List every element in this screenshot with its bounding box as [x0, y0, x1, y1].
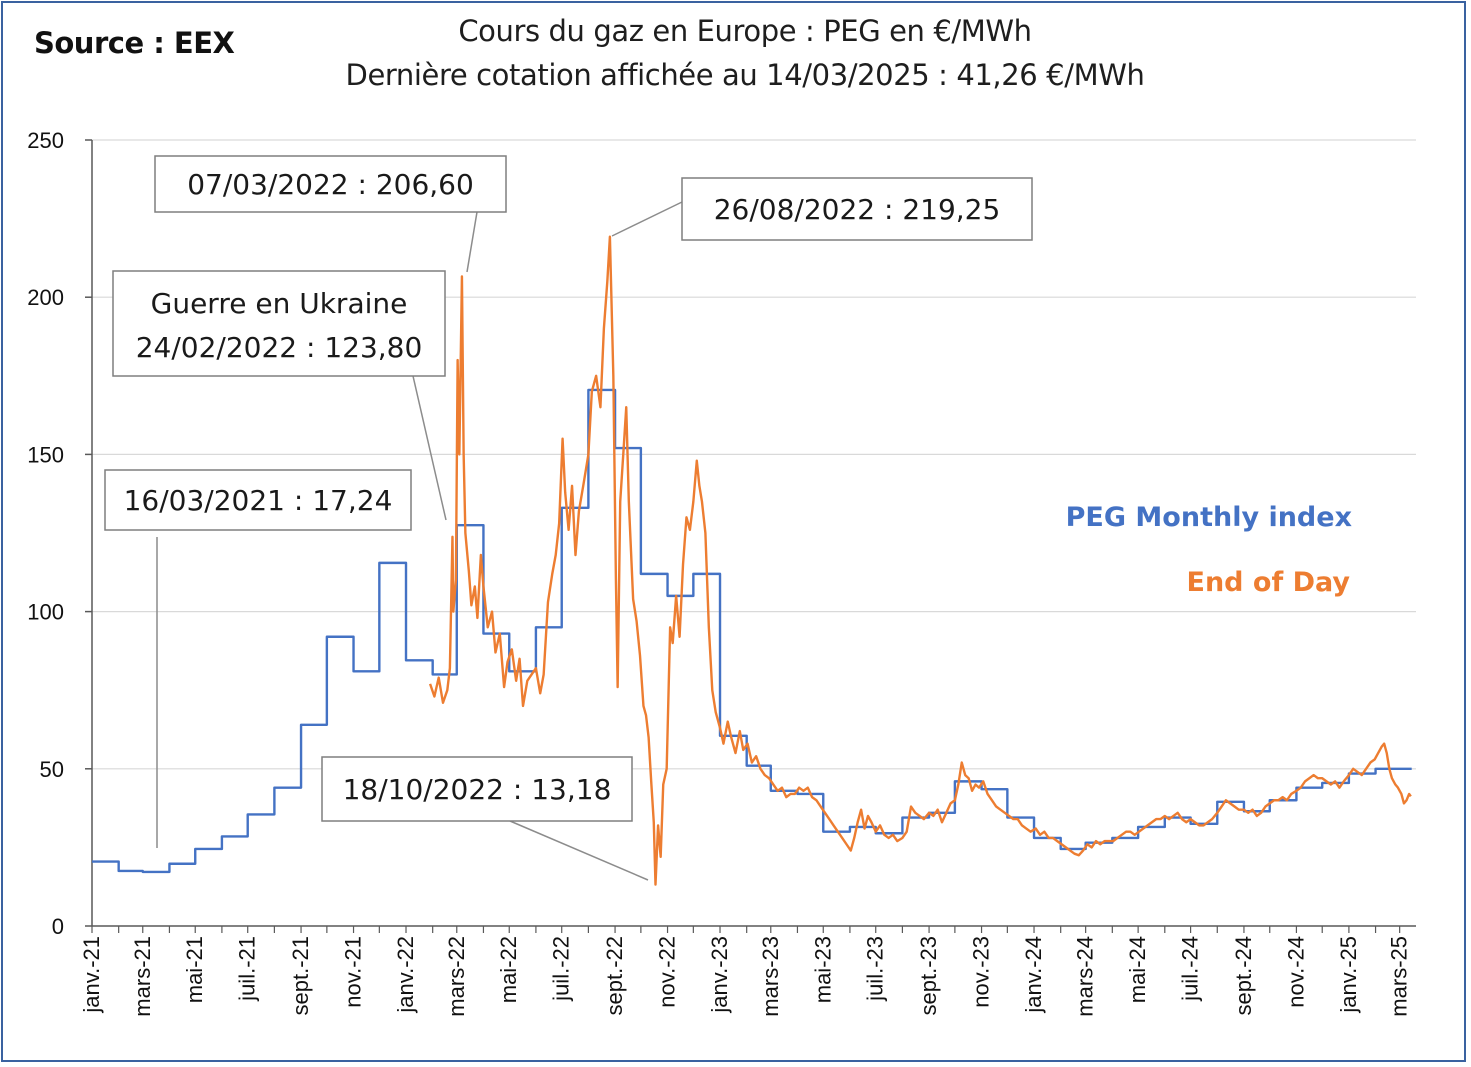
x-axis-ticks: janv.-21 mars-21 mai-21 juil.-21 sept.-21 nov… [79, 936, 1412, 1017]
annotation-label: 07/03/2022 : 206,60 [187, 168, 474, 201]
series-peg-monthly-index [92, 388, 1412, 874]
annotation-label: 24/02/2022 : 123,80 [136, 331, 423, 364]
y-tick-label: 0 [52, 914, 64, 939]
x-tick-label: mai-22 [496, 936, 521, 1003]
annotation-box [681, 177, 1033, 241]
x-tick-label: mai-21 [182, 936, 207, 1003]
x-tick-label: sept.-21 [288, 936, 313, 1016]
x-tick-label: sept.-24 [1231, 936, 1256, 1016]
x-tick-label: nov.-21 [341, 936, 366, 1008]
x-tick-label: sept.-22 [602, 936, 627, 1016]
y-tick-label: 200 [27, 285, 64, 310]
annotation-label: 18/10/2022 : 13,18 [343, 773, 612, 806]
x-tick-label: mai-24 [1125, 936, 1150, 1003]
x-tick-label: mars-22 [444, 936, 469, 1017]
x-tick-label: janv.-23 [707, 936, 732, 1014]
x-tick-label: mars-24 [1073, 936, 1098, 1017]
x-tick-label: nov.-24 [1283, 936, 1308, 1008]
x-tick-label: nov.-22 [655, 936, 680, 1008]
x-tick-label: juil.-21 [235, 936, 260, 1002]
annotation-leader-line [412, 375, 447, 521]
source-label: Source : EEX [34, 26, 235, 60]
x-tick-label: janv.-21 [79, 936, 104, 1014]
series-lines [92, 235, 1412, 886]
legend-peg-monthly-index: PEG Monthly index [1066, 502, 1352, 533]
series-end-of-day [428, 235, 1412, 886]
annotation-box [321, 756, 633, 822]
x-tick-label: janv.-24 [1021, 936, 1046, 1014]
annotation-label: 16/03/2021 : 17,24 [124, 484, 393, 517]
x-tick-label: nov.-23 [969, 936, 994, 1008]
y-tick-label: 100 [27, 600, 64, 625]
annotation-box [154, 155, 507, 213]
y-tick-label: 250 [27, 128, 64, 153]
annotation-box [112, 270, 446, 377]
x-tick-label: sept.-23 [916, 936, 941, 1016]
chart-title: Cours du gaz en Europe : PEG en €/MWh [458, 14, 1032, 48]
annotation-leader-line [509, 820, 649, 881]
y-axis-ticks: 0 50 100 150 200 250 [27, 128, 64, 939]
x-tick-label: mars-21 [130, 936, 155, 1017]
legend-end-of-day: End of Day [1187, 567, 1351, 598]
x-tick-label: juil.-24 [1178, 936, 1203, 1002]
x-tick-label: janv.-22 [393, 936, 418, 1014]
chart-subtitle: Dernière cotation affichée au 14/03/2025… [345, 58, 1145, 92]
x-tick-label: mai-23 [810, 936, 835, 1003]
annotations: 16/03/2021 : 17,24 Guerre en Ukraine 24/02… [104, 155, 1033, 881]
legend: PEG Monthly index End of Day [1066, 502, 1352, 598]
y-tick-label: 150 [27, 442, 64, 467]
y-tick-label: 50 [40, 757, 64, 782]
x-tick-label: juil.-22 [549, 936, 574, 1002]
x-tick-label: juil.-23 [863, 936, 888, 1002]
annotation-label: 26/08/2022 : 219,25 [714, 193, 1001, 226]
annotation-box [104, 469, 412, 531]
axes [85, 139, 1416, 933]
x-tick-label: mars-25 [1387, 936, 1412, 1017]
annotation-title: Guerre en Ukraine [151, 287, 408, 320]
annotation-leader-line [466, 211, 478, 273]
x-tick-label: janv.-25 [1336, 936, 1361, 1014]
annotation-leader-line [611, 201, 683, 237]
x-tick-label: mars-23 [758, 936, 783, 1017]
